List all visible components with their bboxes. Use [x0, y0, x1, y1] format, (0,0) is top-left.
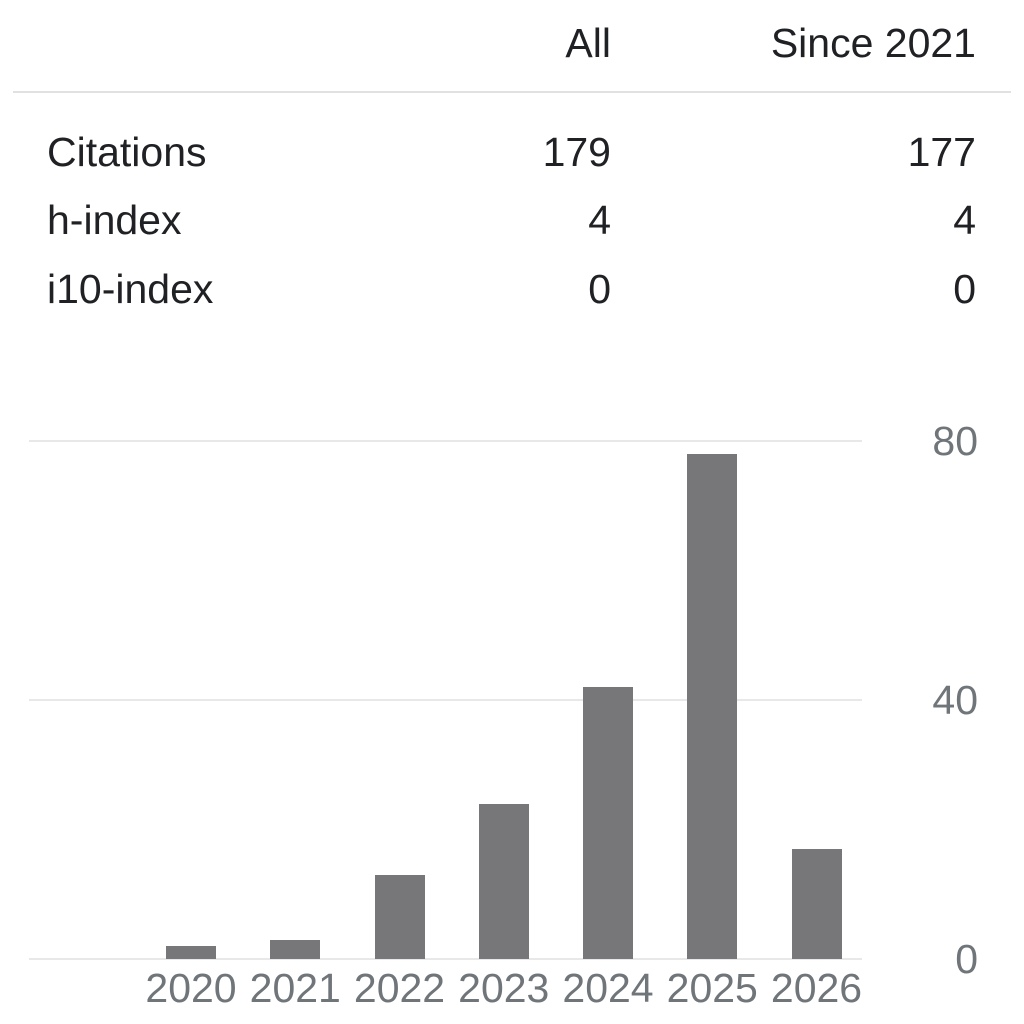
x-axis-tick-label: 2022: [353, 965, 446, 1011]
x-axis-tick-label: 2020: [145, 965, 237, 1011]
stats-table-header: All Since 2021: [0, 22, 1024, 64]
x-axis-tick-label: 2025: [666, 965, 758, 1011]
h-index-row-label: h-index: [47, 197, 182, 243]
x-axis-tick-label: 2026: [770, 965, 863, 1011]
i10-index-row-label: i10-index: [47, 266, 214, 312]
table-row-citations: Citations 179 177: [0, 131, 1024, 173]
gridline-40: [29, 699, 862, 701]
bar-2024[interactable]: [583, 687, 633, 959]
x-axis-tick-label: 2021: [249, 965, 341, 1011]
citations-all-value: 179: [542, 129, 611, 175]
table-divider: [13, 91, 1011, 93]
bar-2026[interactable]: [791, 848, 842, 959]
citations-row-label: Citations: [47, 129, 207, 175]
i10-index-all-value: 0: [588, 266, 611, 312]
table-row-i10-index: i10-index 0 0: [0, 268, 1024, 310]
y-axis-tick-label: 80: [932, 418, 978, 464]
column-header-since-2021: Since 2021: [770, 20, 976, 66]
bar-2021[interactable]: [270, 939, 321, 959]
h-index-since-value: 4: [953, 197, 976, 243]
x-axis-tick-label: 2023: [458, 965, 550, 1011]
x-axis-tick-label: 2024: [562, 965, 654, 1011]
column-header-all: All: [565, 20, 611, 66]
bar-2023[interactable]: [478, 803, 529, 959]
table-row-h-index: h-index 4 4: [0, 199, 1024, 241]
bar-2022[interactable]: [374, 874, 425, 959]
citations-since-value: 177: [907, 129, 976, 175]
y-axis-tick-label: 0: [955, 936, 978, 982]
bar-2020[interactable]: [166, 946, 216, 959]
gridline-0: [29, 958, 862, 960]
h-index-all-value: 4: [588, 197, 611, 243]
gridline-80: [29, 440, 862, 442]
bar-2025[interactable]: [687, 453, 738, 959]
y-axis-tick-label: 40: [932, 677, 978, 723]
i10-index-since-value: 0: [953, 266, 976, 312]
